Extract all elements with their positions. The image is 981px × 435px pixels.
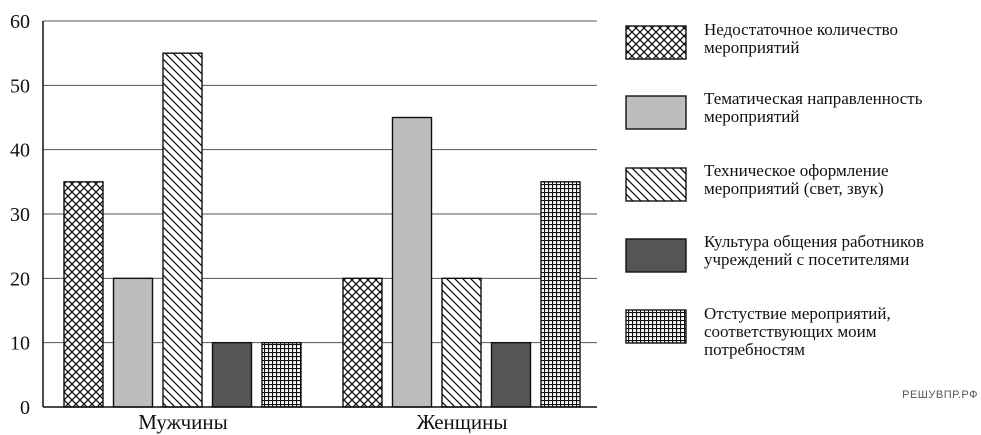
legend-swatch <box>625 238 687 273</box>
legend-label: учреждений с посетителями <box>704 250 909 269</box>
y-axis-ticks: 0 10 20 30 40 50 60 <box>10 11 30 419</box>
bar <box>63 181 104 408</box>
y-tick-label: 20 <box>10 268 30 290</box>
bar <box>490 341 532 408</box>
y-tick-label: 10 <box>10 333 30 355</box>
legend: Недостаточное количествомероприятийТемат… <box>625 20 924 359</box>
y-tick-label: 40 <box>10 140 30 162</box>
bars <box>63 52 581 408</box>
y-tick-label: 60 <box>10 11 30 33</box>
bar <box>391 116 433 408</box>
bar <box>162 52 203 408</box>
legend-swatch <box>625 309 687 344</box>
legend-label: Недостаточное количество <box>704 20 898 39</box>
legend-label: потребностям <box>704 340 805 359</box>
axes <box>42 21 597 408</box>
bar <box>441 277 482 408</box>
x-category-label: Женщины <box>416 410 507 434</box>
legend-label: Отстуствие мероприятий, <box>704 304 891 323</box>
bar <box>540 181 581 408</box>
x-axis-categories: Мужчины Женщины <box>138 410 507 434</box>
bar <box>261 341 302 408</box>
x-category-label: Мужчины <box>138 410 228 434</box>
legend-label: мероприятий (свет, звук) <box>704 179 884 198</box>
legend-label: Техническое оформление <box>704 161 889 180</box>
legend-swatch <box>625 95 687 130</box>
watermark: РЕШУВПР.РФ <box>902 389 978 401</box>
y-tick-label: 50 <box>10 75 30 97</box>
bar <box>112 277 154 408</box>
legend-label: соответствующих моим <box>704 322 877 341</box>
legend-swatch <box>625 25 687 60</box>
legend-label: мероприятий <box>704 107 799 126</box>
bar <box>211 341 253 408</box>
legend-label: мероприятий <box>704 38 799 57</box>
legend-swatch <box>625 167 687 202</box>
legend-label: Культура общения работников <box>704 232 924 251</box>
y-tick-label: 30 <box>10 204 30 226</box>
legend-label: Тематическая направленность <box>704 89 923 108</box>
bar <box>342 277 383 408</box>
y-tick-label: 0 <box>20 397 30 419</box>
